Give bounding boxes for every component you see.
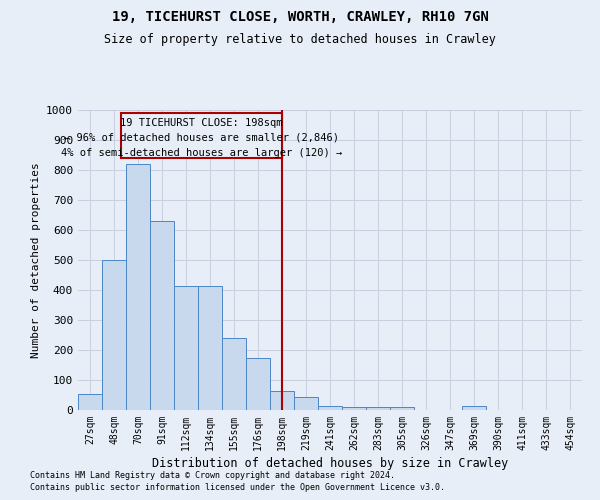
Text: Contains HM Land Registry data © Crown copyright and database right 2024.: Contains HM Land Registry data © Crown c… [30,471,395,480]
Text: Size of property relative to detached houses in Crawley: Size of property relative to detached ho… [104,32,496,46]
Bar [390,407,414,410]
Y-axis label: Number of detached properties: Number of detached properties [31,162,41,358]
Bar [198,286,222,410]
Text: 4% of semi-detached houses are larger (120) →: 4% of semi-detached houses are larger (1… [61,148,342,158]
Bar [366,407,390,410]
X-axis label: Distribution of detached houses by size in Crawley: Distribution of detached houses by size … [152,457,508,470]
Bar [78,394,102,410]
Bar [150,221,174,410]
Bar [342,407,366,410]
Text: Contains public sector information licensed under the Open Government Licence v3: Contains public sector information licen… [30,484,445,492]
Bar [126,164,150,410]
Bar [318,406,342,410]
Bar [121,113,282,158]
Text: 19 TICEHURST CLOSE: 198sqm: 19 TICEHURST CLOSE: 198sqm [121,118,283,128]
Bar [174,286,198,410]
Text: ← 96% of detached houses are smaller (2,846): ← 96% of detached houses are smaller (2,… [64,132,339,142]
Bar [294,396,318,410]
Bar [270,390,294,410]
Bar [102,260,126,410]
Bar [462,406,486,410]
Bar [222,338,246,410]
Bar [246,358,270,410]
Text: 19, TICEHURST CLOSE, WORTH, CRAWLEY, RH10 7GN: 19, TICEHURST CLOSE, WORTH, CRAWLEY, RH1… [112,10,488,24]
